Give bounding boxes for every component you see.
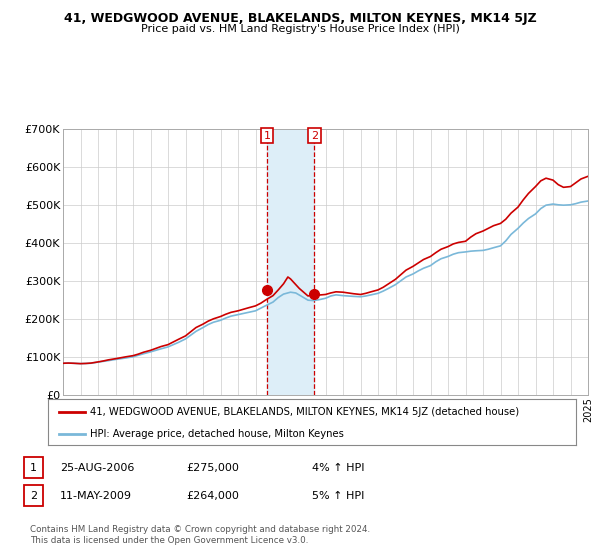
Text: 1: 1 (263, 130, 271, 141)
Text: 5% ↑ HPI: 5% ↑ HPI (312, 491, 364, 501)
Text: 25-AUG-2006: 25-AUG-2006 (60, 463, 134, 473)
Text: 1: 1 (30, 463, 37, 473)
Text: 41, WEDGWOOD AVENUE, BLAKELANDS, MILTON KEYNES, MK14 5JZ (detached house): 41, WEDGWOOD AVENUE, BLAKELANDS, MILTON … (90, 407, 520, 417)
Text: 11-MAY-2009: 11-MAY-2009 (60, 491, 132, 501)
Text: Contains HM Land Registry data © Crown copyright and database right 2024.: Contains HM Land Registry data © Crown c… (30, 525, 370, 534)
Text: 41, WEDGWOOD AVENUE, BLAKELANDS, MILTON KEYNES, MK14 5JZ: 41, WEDGWOOD AVENUE, BLAKELANDS, MILTON … (64, 12, 536, 25)
Text: 2: 2 (30, 491, 37, 501)
Text: This data is licensed under the Open Government Licence v3.0.: This data is licensed under the Open Gov… (30, 536, 308, 545)
Text: 4% ↑ HPI: 4% ↑ HPI (312, 463, 365, 473)
Text: £275,000: £275,000 (186, 463, 239, 473)
Bar (267, 129, 314, 395)
Text: HPI: Average price, detached house, Milton Keynes: HPI: Average price, detached house, Milt… (90, 429, 344, 438)
Text: 2: 2 (311, 130, 318, 141)
Text: £264,000: £264,000 (186, 491, 239, 501)
Text: Price paid vs. HM Land Registry's House Price Index (HPI): Price paid vs. HM Land Registry's House … (140, 24, 460, 34)
